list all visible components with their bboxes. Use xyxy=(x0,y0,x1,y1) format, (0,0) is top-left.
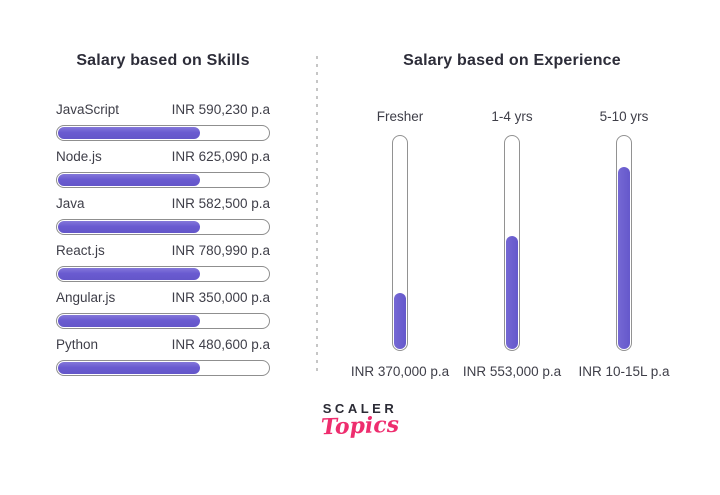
experience-tube xyxy=(616,135,632,351)
skill-bar-track xyxy=(56,313,270,329)
skill-label: React.js xyxy=(56,243,105,258)
skill-value: INR 590,230 p.a xyxy=(171,102,270,117)
experience-column-1-4yrs: 1-4 yrs INR 553,000 p.a xyxy=(456,108,568,379)
experience-label: Fresher xyxy=(376,109,424,124)
skill-value: INR 625,090 p.a xyxy=(171,149,270,164)
skill-label: Node.js xyxy=(56,149,102,164)
skill-row-nodejs: Node.js INR 625,090 p.a xyxy=(56,148,270,188)
skill-bar-track xyxy=(56,266,270,282)
skill-bar-track xyxy=(56,125,270,141)
skill-row-reactjs: React.js INR 780,990 p.a xyxy=(56,242,270,282)
skill-row-angularjs: Angular.js INR 350,000 p.a xyxy=(56,289,270,329)
skill-label: Angular.js xyxy=(56,290,116,305)
skill-value: INR 350,000 p.a xyxy=(171,290,270,305)
experience-tube xyxy=(504,135,520,351)
experience-tube-fill xyxy=(506,235,518,349)
experience-tube-fill xyxy=(618,167,630,349)
skill-bar-track xyxy=(56,219,270,235)
experience-tube xyxy=(392,135,408,351)
skills-title: Salary based on Skills xyxy=(76,52,250,69)
skill-row-java: Java INR 582,500 p.a xyxy=(56,195,270,235)
skill-row-python: Python INR 480,600 p.a xyxy=(56,336,270,376)
experience-title: Salary based on Experience xyxy=(403,52,621,69)
skill-bar-track xyxy=(56,360,270,376)
skill-bar-fill xyxy=(58,268,201,280)
skill-bar-fill xyxy=(58,221,201,233)
experience-tube-fill xyxy=(394,293,406,349)
experience-label: 5-10 yrs xyxy=(599,109,649,124)
brand-logo: SCALER Topics xyxy=(0,401,720,440)
experience-column-5-10yrs: 5-10 yrs INR 10-15L p.a xyxy=(568,108,680,379)
experience-value: INR 370,000 p.a xyxy=(350,364,450,379)
skill-label: Python xyxy=(56,337,99,352)
skill-bar-fill xyxy=(58,362,201,374)
skill-bar-track xyxy=(56,172,270,188)
skill-value: INR 780,990 p.a xyxy=(171,243,270,258)
skill-value: INR 582,500 p.a xyxy=(171,196,270,211)
skill-bar-fill xyxy=(58,174,201,186)
experience-panel: Salary based on Experience Fresher INR 3… xyxy=(344,52,680,379)
skill-label: Java xyxy=(56,196,85,211)
skills-panel: Salary based on Skills JavaScript INR 59… xyxy=(56,52,270,383)
brand-scaler-wordmark: SCALER xyxy=(322,401,398,416)
skill-row-javascript: JavaScript INR 590,230 p.a xyxy=(56,101,270,141)
skill-label: JavaScript xyxy=(56,102,120,117)
experience-value: INR 553,000 p.a xyxy=(462,364,562,379)
experience-value: INR 10-15L p.a xyxy=(578,364,670,379)
skill-value: INR 480,600 p.a xyxy=(171,337,270,352)
skill-bar-fill xyxy=(58,315,201,327)
panel-divider xyxy=(316,56,318,374)
skill-bar-fill xyxy=(58,127,201,139)
experience-label: 1-4 yrs xyxy=(491,109,533,124)
experience-column-fresher: Fresher INR 370,000 p.a xyxy=(344,108,456,379)
